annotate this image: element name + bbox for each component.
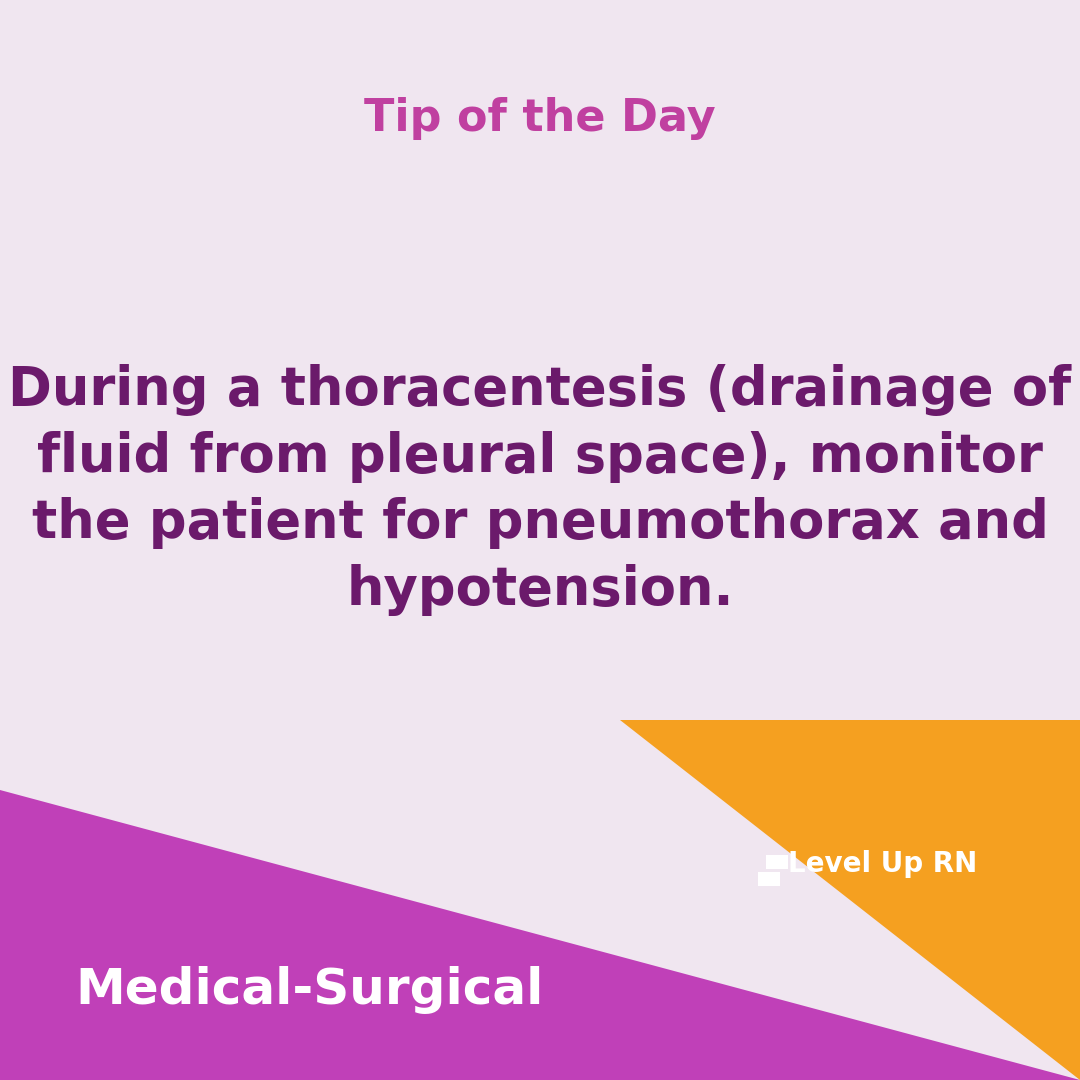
- Text: Level Up RN: Level Up RN: [788, 851, 977, 878]
- Polygon shape: [0, 789, 1080, 1080]
- Text: During a thoracentesis (drainage of
fluid from pleural space), monitor
the patie: During a thoracentesis (drainage of flui…: [9, 364, 1071, 616]
- Bar: [766, 854, 787, 868]
- Text: Medical-Surgical: Medical-Surgical: [75, 966, 543, 1014]
- Bar: [758, 872, 780, 886]
- Text: Tip of the Day: Tip of the Day: [364, 96, 716, 139]
- Polygon shape: [620, 720, 1080, 1080]
